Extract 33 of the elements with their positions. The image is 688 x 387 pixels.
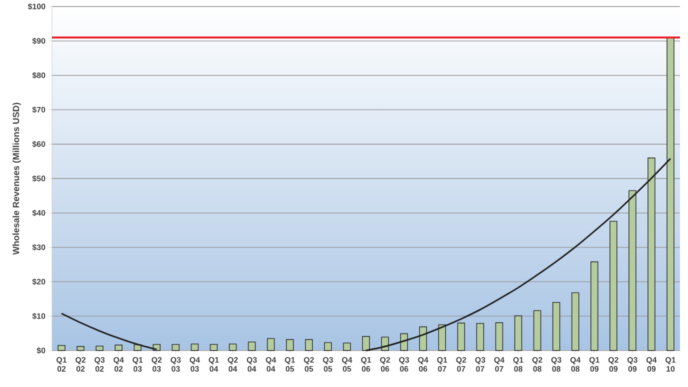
bar [362,336,370,352]
bar [610,221,618,352]
bar [266,338,275,352]
bar [457,322,466,352]
bar [324,342,332,352]
bar [172,344,180,352]
bar [571,292,580,352]
bar [248,342,256,352]
bar [419,326,427,352]
bar [438,324,446,352]
bar [96,346,104,352]
bar [343,342,351,352]
bar [58,345,66,352]
bar [228,344,237,352]
bar [514,316,522,352]
line-series [365,158,672,352]
bar [533,310,542,352]
bar [666,37,674,352]
bar [476,323,484,352]
bar [305,339,313,352]
bar [648,158,656,352]
bar [400,334,408,352]
bar [628,190,636,352]
line-series [60,312,158,351]
bar [495,322,504,352]
bar [114,344,122,352]
bar [552,302,560,352]
bar [76,346,84,352]
y-axis-title: Wholesale Revenues (Millions USD) [12,103,21,255]
bar [190,344,199,352]
bar [286,339,294,352]
bar [210,344,218,352]
bar [590,262,598,352]
